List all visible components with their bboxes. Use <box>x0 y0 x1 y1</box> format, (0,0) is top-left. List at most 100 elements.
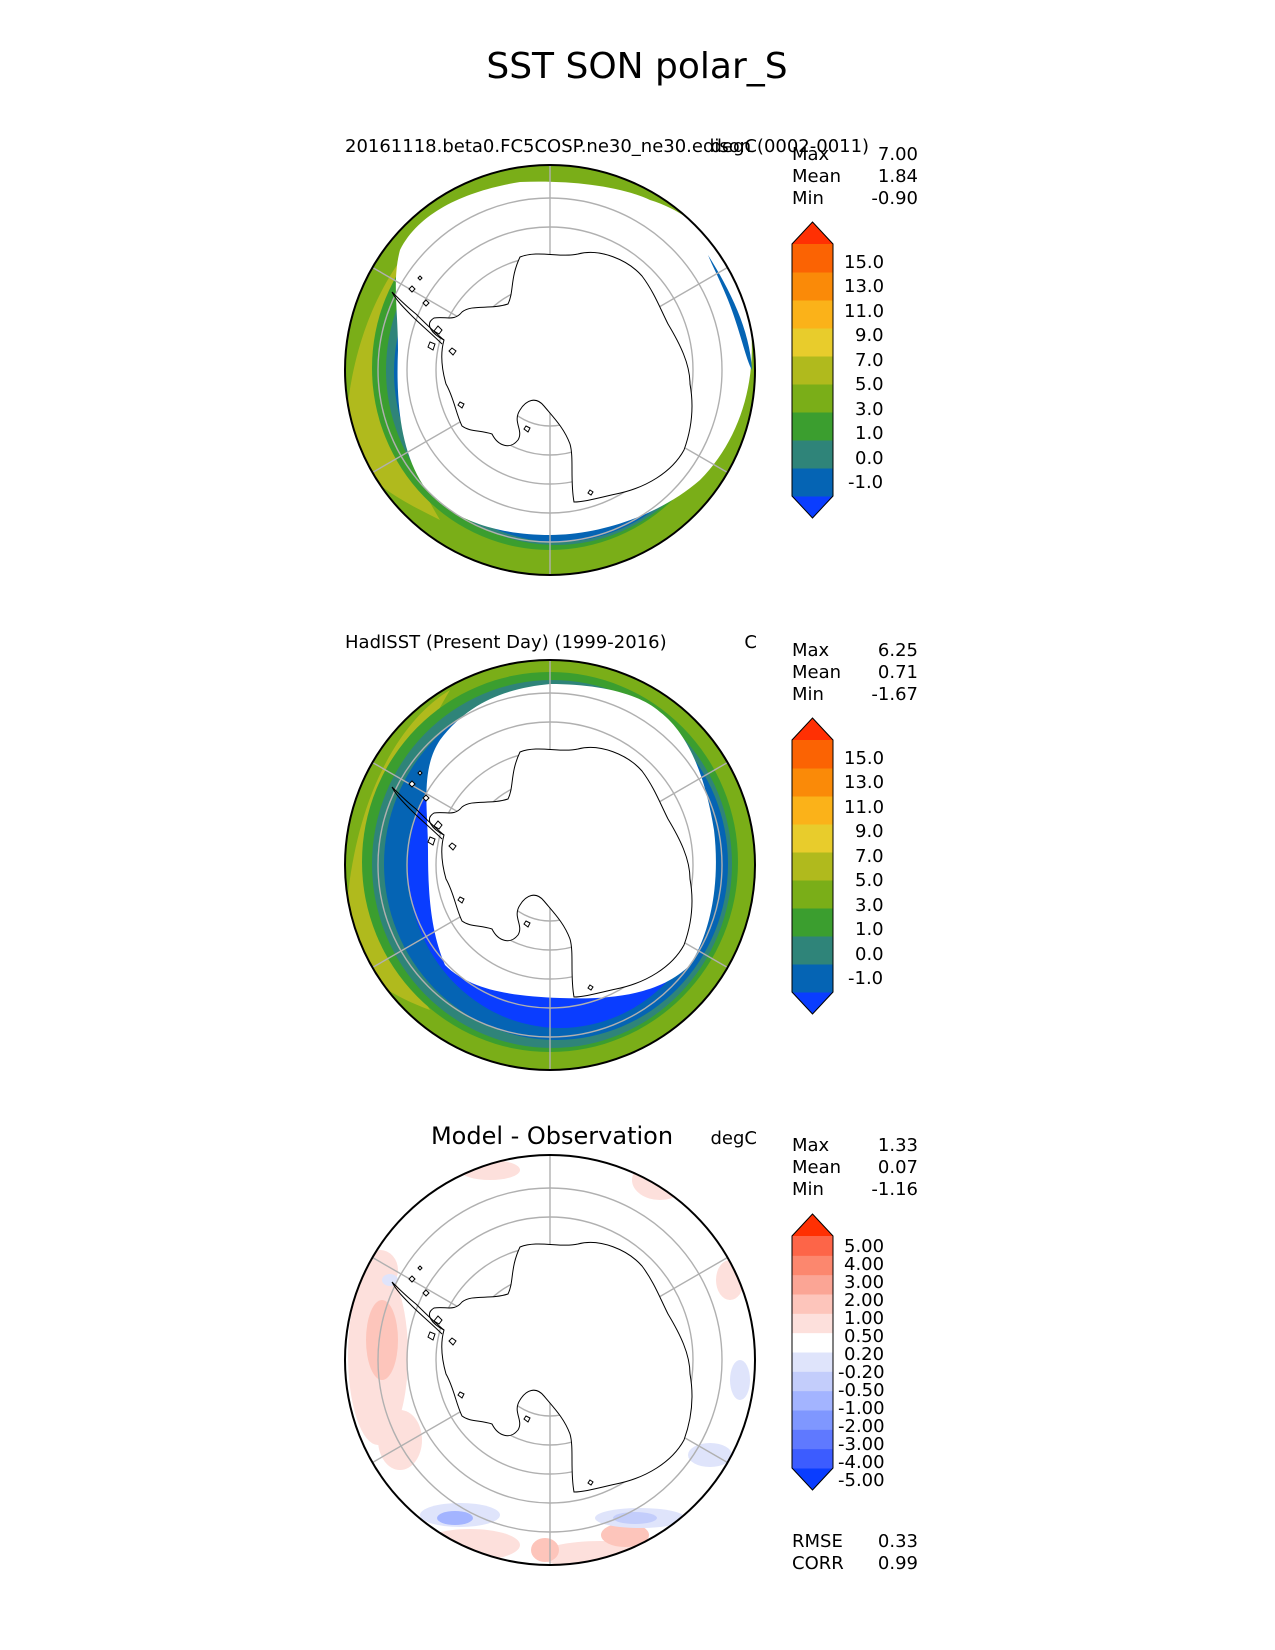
colorbar-tick: 0.0 <box>855 448 884 469</box>
sst-band-east <box>708 255 752 370</box>
stat-max-label: Max <box>792 144 830 165</box>
panel-model-units: degC <box>711 136 758 157</box>
stat-min-value: -1.67 <box>871 684 918 705</box>
stat-mean-label: Mean <box>792 662 841 683</box>
colorbar-swatch <box>792 1371 833 1392</box>
colorbar-tick-labels: 15.0 13.0 11.0 9.0 7.0 5.0 3.0 1.0 0.0 -… <box>844 252 884 493</box>
colorbar-swatch <box>792 1352 833 1372</box>
colorbar-swatch <box>792 272 833 301</box>
colorbar-outline <box>791 221 834 519</box>
sst-band-west <box>345 200 470 520</box>
colorbar-swatch <box>792 440 833 469</box>
figure-title: SST SON polar_S <box>486 46 787 87</box>
colorbar-swatch <box>792 356 833 385</box>
colorbar-tick: -4.00 <box>838 1452 885 1473</box>
colorbar-swatch <box>792 328 833 357</box>
stat-mean-value: 1.84 <box>878 166 918 187</box>
colorbar-tick: 7.0 <box>855 846 884 867</box>
colorbar-tick: -5.00 <box>838 1470 885 1491</box>
colorbar-swatch <box>792 852 833 881</box>
colorbar-swatch <box>792 1236 833 1256</box>
colorbar-tick: -1.0 <box>848 472 883 493</box>
colorbar-swatch <box>792 824 833 853</box>
colorbar-extend-max <box>792 1214 833 1236</box>
stat-mean-value: 0.07 <box>878 1157 918 1178</box>
stat-max-value: 7.00 <box>878 144 918 165</box>
metric-rmse-label: RMSE <box>792 1531 843 1552</box>
colorbar-outline <box>791 717 834 1015</box>
colorbar-extend-min <box>792 992 833 1014</box>
colorbar-tick: 0.20 <box>844 1344 884 1365</box>
diff-positive-patch <box>632 1160 688 1200</box>
panel-model: 20161118.beta0.FC5COSP.ne30_ne30.edison … <box>344 136 918 576</box>
stat-min-label: Min <box>792 1179 824 1200</box>
colorbar-tick: 11.0 <box>844 797 884 818</box>
diff-positive-patch <box>601 1523 649 1547</box>
stat-mean-label: Mean <box>792 166 841 187</box>
colorbar-swatches <box>791 1213 834 1491</box>
metric-corr-value: 0.99 <box>878 1553 918 1574</box>
stat-min-label: Min <box>792 188 824 209</box>
colorbar-swatch <box>792 768 833 797</box>
diff-negative-patch <box>688 1443 732 1467</box>
map-boundary <box>344 164 756 576</box>
colorbar-swatch <box>792 936 833 965</box>
colorbar-tick: 13.0 <box>844 772 884 793</box>
colorbar-swatch <box>792 964 833 993</box>
sst-band-west <box>345 690 450 1010</box>
colorbar-swatch <box>792 1294 833 1314</box>
colorbar-tick: -2.00 <box>838 1416 885 1437</box>
colorbar-swatch <box>792 244 833 273</box>
colorbar-tick: 13.0 <box>844 276 884 297</box>
colorbar-tick: 3.0 <box>855 399 884 420</box>
colorbar-tick: 15.0 <box>844 252 884 273</box>
stat-max-value: 6.25 <box>878 640 918 661</box>
colorbar-tick: 1.0 <box>855 919 884 940</box>
diff-positive-patch <box>366 1300 398 1380</box>
panel-diff-units: degC <box>711 1128 758 1149</box>
colorbar-swatch <box>792 908 833 937</box>
colorbar-diff: 5.00 4.00 3.00 2.00 1.00 0.50 0.20 -0.20… <box>791 1213 885 1491</box>
colorbar-extend-max <box>792 718 833 740</box>
polar-map-obs <box>344 659 756 1071</box>
stat-mean-value: 0.71 <box>878 662 918 683</box>
panel-model-title: 20161118.beta0.FC5COSP.ne30_ne30.edison … <box>345 136 869 157</box>
colorbar-swatch <box>792 1274 833 1295</box>
map-boundary <box>344 659 756 1071</box>
diff-negative-patch <box>437 1511 473 1525</box>
colorbar-swatch <box>792 300 833 329</box>
polar-map-diff <box>344 1154 756 1566</box>
panel-obs-units: C <box>744 632 757 653</box>
diff-positive-patch <box>531 1538 559 1562</box>
map-boundary <box>344 1154 756 1566</box>
colorbar-extend-min <box>792 496 833 518</box>
colorbar-swatch <box>792 1448 833 1469</box>
colorbar-swatch <box>792 1410 833 1430</box>
colorbar-tick: -1.0 <box>848 968 883 989</box>
colorbar-tick-labels: 5.00 4.00 3.00 2.00 1.00 0.50 0.20 -0.20… <box>838 1236 885 1491</box>
colorbar-swatch <box>792 1255 833 1276</box>
stat-min-label: Min <box>792 684 824 705</box>
stat-min-value: -0.90 <box>871 188 918 209</box>
colorbar-swatch <box>792 1332 833 1353</box>
colorbar-model: 15.0 13.0 11.0 9.0 7.0 5.0 3.0 1.0 0.0 -… <box>791 221 884 519</box>
diff-positive-patch <box>420 1529 520 1561</box>
colorbar-tick: -0.50 <box>838 1380 885 1401</box>
colorbar-tick: 4.00 <box>844 1254 884 1275</box>
stat-mean-label: Mean <box>792 1157 841 1178</box>
stat-max-label: Max <box>792 1135 830 1156</box>
colorbar-tick: 0.50 <box>844 1326 884 1347</box>
stat-max-label: Max <box>792 640 830 661</box>
colorbar-tick: 0.0 <box>855 944 884 965</box>
diff-negative-patch <box>730 1360 750 1400</box>
polar-map-model <box>344 164 756 576</box>
metric-corr-label: CORR <box>792 1553 844 1574</box>
diff-positive-patch <box>378 1410 422 1470</box>
colorbar-tick: 1.00 <box>844 1308 884 1329</box>
diff-negative-patch <box>382 1274 398 1286</box>
colorbar-tick: 5.0 <box>855 870 884 891</box>
colorbar-tick: 9.0 <box>855 325 884 346</box>
colorbar-swatch <box>792 412 833 441</box>
colorbar-swatch <box>792 740 833 769</box>
